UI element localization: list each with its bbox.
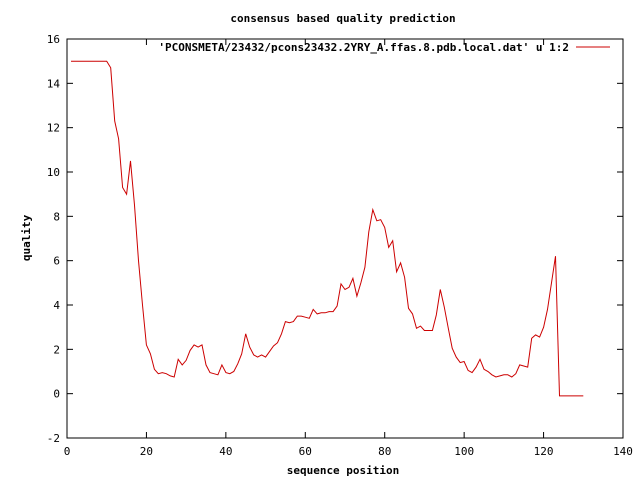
- y-tick-label: 12: [47, 122, 60, 135]
- series-line: [71, 60, 584, 397]
- y-tick-label: 2: [53, 343, 60, 356]
- x-tick-label: 20: [140, 445, 153, 458]
- x-tick-label: 60: [299, 445, 312, 458]
- y-tick-label: 4: [53, 299, 60, 312]
- axis-ticks: 0 20 40 60 80 100 120 140 -2 0 2 4 6 8 10 12 14 16: [47, 33, 633, 458]
- x-tick-label: 120: [534, 445, 554, 458]
- x-axis-label: sequence position: [287, 464, 400, 477]
- y-tick-label: 6: [53, 255, 60, 268]
- series-layer: [71, 60, 584, 397]
- y-tick-label: 16: [47, 33, 60, 46]
- x-tick-label: 0: [64, 445, 71, 458]
- plot-frame: [66, 38, 624, 439]
- x-tick-label: 100: [454, 445, 474, 458]
- legend: 'PCONSMETA/23432/pcons23432.2YRY_A.ffas.…: [158, 41, 610, 54]
- y-axis-label: quality: [20, 214, 33, 261]
- x-tick-label: 140: [613, 445, 633, 458]
- chart-title: consensus based quality prediction: [230, 12, 455, 25]
- x-tick-label: 40: [219, 445, 232, 458]
- y-tick-label: 8: [53, 210, 60, 223]
- y-tick-label: -2: [47, 432, 60, 445]
- y-tick-label: 0: [53, 388, 60, 401]
- x-tick-label: 80: [378, 445, 391, 458]
- y-tick-label: 14: [47, 77, 61, 90]
- y-tick-label: 10: [47, 166, 60, 179]
- legend-label: 'PCONSMETA/23432/pcons23432.2YRY_A.ffas.…: [158, 41, 569, 54]
